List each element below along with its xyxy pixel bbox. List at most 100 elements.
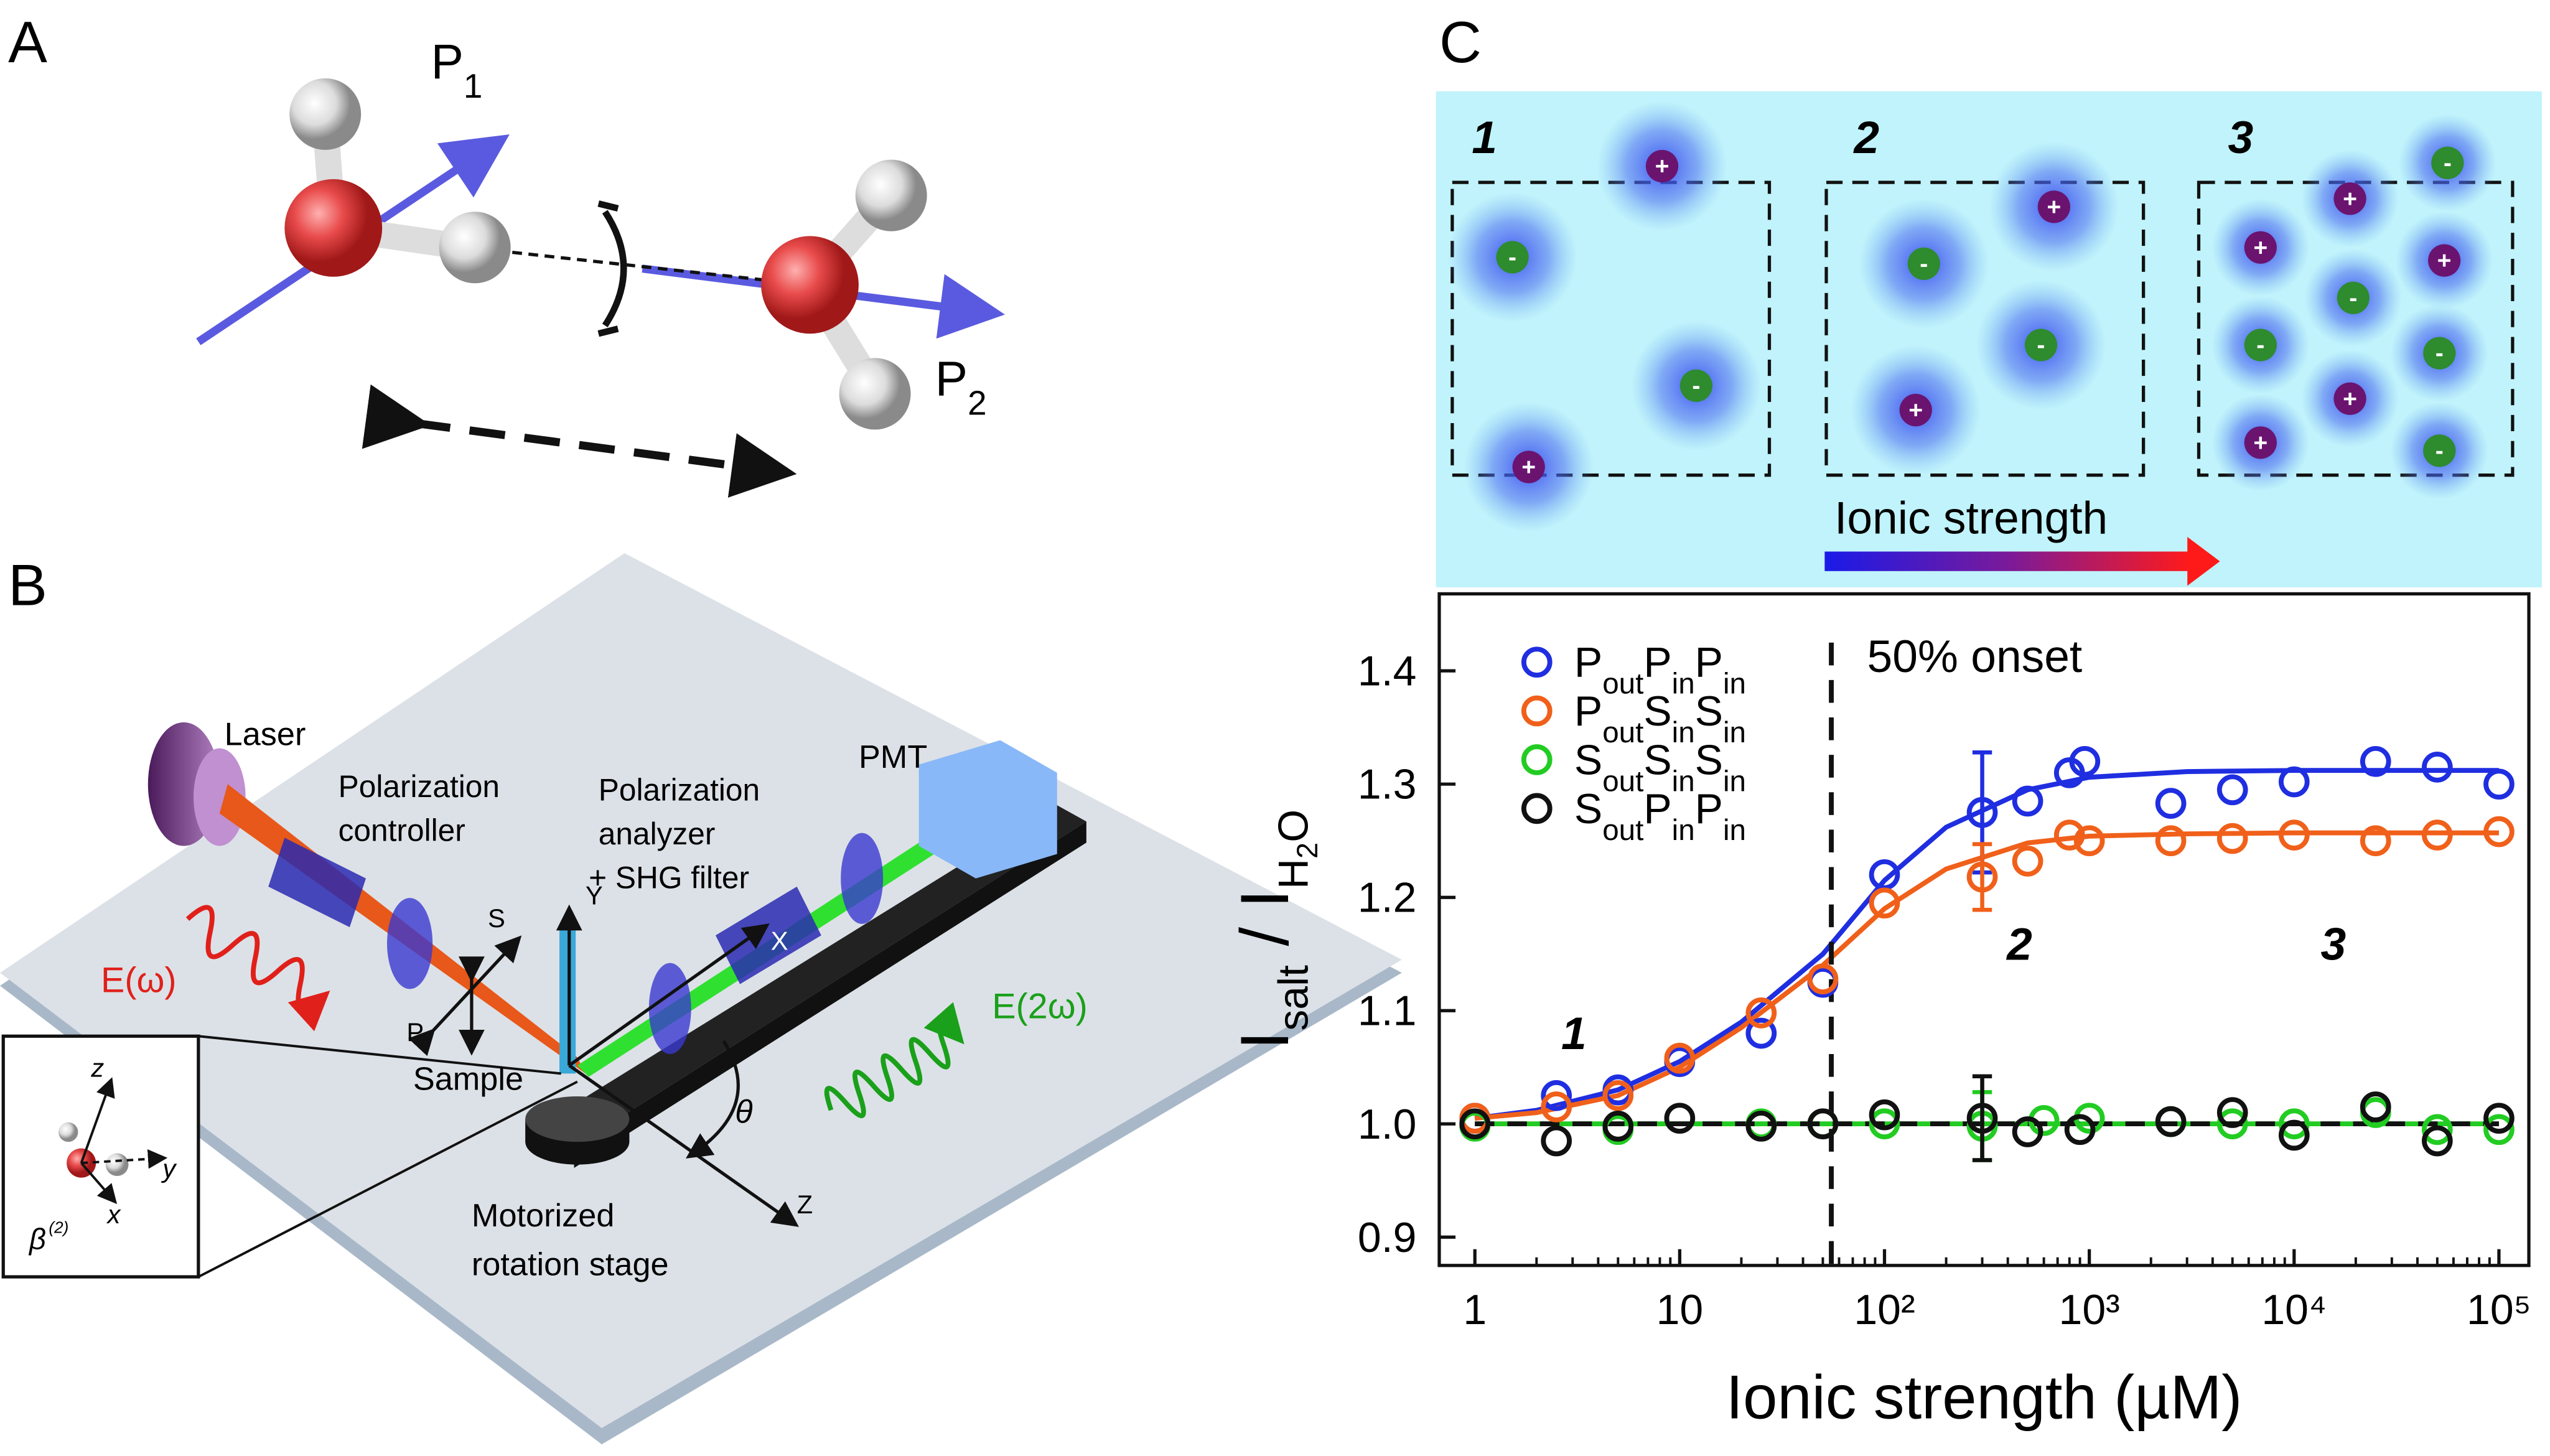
data-point: [1664, 1103, 1696, 1134]
y-axis-label-part: / I: [1227, 889, 1303, 965]
data-point: [2073, 825, 2105, 857]
data-point: [1869, 887, 1900, 919]
arrow-label: Ionic strength: [1834, 493, 2108, 544]
data-point: [2155, 825, 2187, 857]
rotation-arc: [597, 200, 619, 337]
ion-sign: +: [2343, 386, 2357, 413]
y-axis-label-part: I: [1227, 1031, 1303, 1050]
dipole-label: P2: [935, 352, 987, 422]
label: Y: [586, 881, 603, 910]
error-bar: [1972, 1074, 1992, 1162]
annotation: 50% onset: [1867, 631, 2083, 682]
h-bond: [511, 250, 765, 282]
data-point: [1602, 1080, 1634, 1111]
polarizer: [387, 898, 433, 989]
y-tick-label: 1.0: [1358, 1101, 1416, 1148]
label: X: [771, 926, 788, 956]
y-tick-label: 0.9: [1358, 1214, 1416, 1261]
mol-axis: [81, 1149, 168, 1169]
data-point: [2155, 788, 2187, 819]
data-point: [1807, 963, 1839, 995]
rail: [574, 821, 1086, 1168]
ion: [1679, 369, 1713, 402]
data-point: [2422, 1114, 2453, 1146]
data-point: [2155, 1106, 2187, 1137]
panel-b: B Laser Polarization controller Polariza…: [0, 553, 1402, 1445]
hydrogen: [105, 1153, 129, 1177]
inset-link: [198, 1035, 561, 1075]
data-point: [2053, 819, 2085, 851]
ion: [1496, 241, 1529, 274]
data-point: [2360, 1091, 2391, 1122]
label: x: [106, 1200, 121, 1229]
data-point: [2483, 1114, 2515, 1146]
rotation-arc: [602, 210, 627, 328]
fundamental-wave: [185, 905, 330, 1032]
ion: [2244, 231, 2277, 264]
lab-axis: [568, 1064, 799, 1227]
data-point: [2483, 1103, 2515, 1134]
error-bar: [1972, 842, 1992, 912]
label: Motorized: [472, 1198, 614, 1234]
ion-sign: +: [2253, 235, 2267, 261]
data-point: [2278, 1108, 2310, 1140]
panel-label: A: [8, 9, 47, 75]
data-point: [1745, 1017, 1777, 1049]
x-tick-label: 10⁴: [2261, 1286, 2327, 1333]
panel-a: A P1 P2: [8, 9, 1005, 498]
data-point: [2069, 745, 2101, 777]
ion: [2337, 281, 2370, 314]
ion: [2024, 329, 2058, 362]
x-tick-label: 1: [1463, 1286, 1487, 1333]
data-point: [2012, 785, 2043, 817]
data-point: [1541, 1091, 1572, 1122]
data-point: [1664, 1042, 1696, 1074]
label: (2): [49, 1218, 68, 1236]
ion: [1645, 149, 1679, 183]
legend-label: PoutSinSin: [1574, 688, 1746, 749]
data-point: [1807, 1108, 1839, 1140]
mol-axis: [80, 1162, 118, 1205]
annotation: 1: [1561, 1008, 1587, 1059]
y-tick-label: 1.2: [1358, 874, 1416, 922]
rail: [544, 805, 1086, 1147]
panel-c-schematic: C Ionic strength + - - +1 + - - +2 - + + + - - - + + - 3: [1436, 9, 2542, 587]
cell-label: 1: [1472, 112, 1497, 163]
data-point: [1966, 1103, 1998, 1134]
ion-sign: -: [2444, 150, 2452, 177]
ionic-arrow: [2187, 536, 2220, 586]
cell-label: 3: [2228, 112, 2254, 163]
label: P: [406, 1017, 424, 1047]
theta-arc: [686, 1040, 740, 1159]
y-axis-label-part: O: [1269, 810, 1317, 842]
label: β: [28, 1223, 46, 1256]
label: rotation stage: [472, 1246, 669, 1282]
cell-label: 2: [1852, 112, 1879, 163]
data-point: [1459, 1108, 1491, 1140]
annotation: 2: [2006, 918, 2032, 969]
ion: [2244, 329, 2277, 362]
y-tick-label: 1.3: [1358, 761, 1416, 808]
x-tick-label: 10: [1656, 1286, 1704, 1333]
ion-sign: +: [2437, 248, 2452, 274]
data-point: [2422, 752, 2453, 783]
pol-axis: [408, 935, 522, 1057]
ion: [2431, 146, 2464, 179]
dipole-label: P1: [431, 34, 483, 105]
panel-label: B: [8, 553, 47, 618]
ion: [2244, 426, 2277, 459]
cell: [1824, 180, 2146, 477]
x-tick-label: 10⁵: [2467, 1286, 2531, 1333]
ion-sign: +: [2253, 429, 2267, 456]
label: S: [488, 903, 505, 933]
oxygen: [761, 236, 859, 334]
ion-sign: +: [1521, 454, 1536, 481]
ion-sign: +: [2343, 185, 2357, 212]
x-axis-label: Ionic strength (µM): [1726, 1363, 2243, 1432]
legend-marker: [1521, 695, 1553, 727]
label: Polarization: [339, 769, 500, 804]
data-point: [2483, 768, 2515, 800]
data-point: [2422, 1125, 2453, 1157]
ion-sign: +: [1655, 153, 1670, 180]
data-point: [2012, 846, 2043, 877]
